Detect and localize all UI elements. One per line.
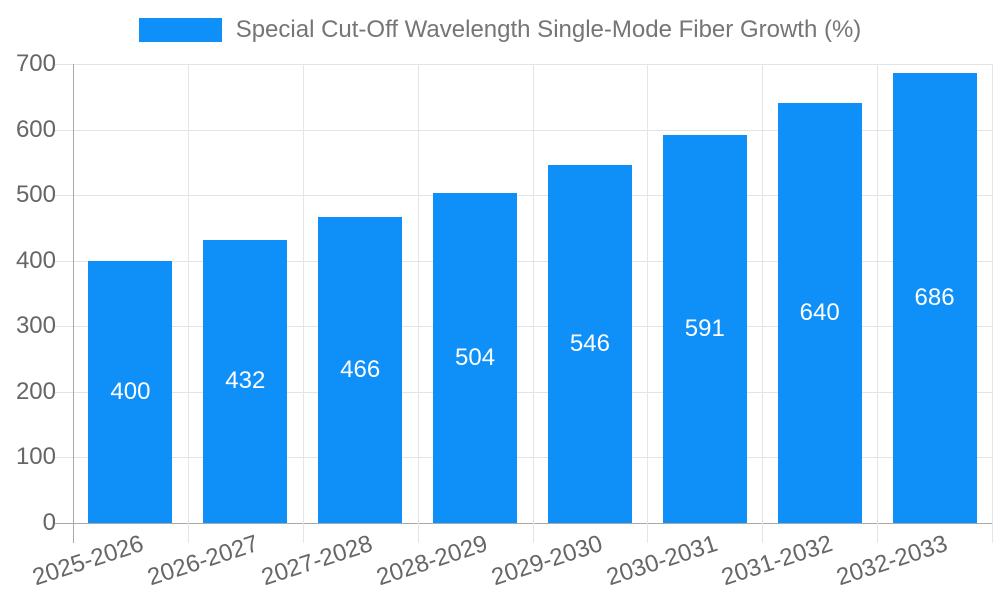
x-axis-tick-label: 2031-2032: [718, 530, 836, 592]
gridline-vertical: [532, 64, 534, 543]
gridline-horizontal: [53, 457, 992, 459]
y-axis-tick-label: 300: [15, 312, 56, 340]
y-axis-tick-label: 500: [15, 181, 56, 209]
gridline-horizontal: [53, 195, 992, 197]
y-axis-line: [73, 64, 74, 543]
bar-2025-2026[interactable]: [88, 260, 173, 523]
bar-2027-2028[interactable]: [318, 217, 403, 523]
bar-value-label: 466: [340, 356, 381, 384]
gridline-horizontal: [53, 129, 992, 131]
y-axis-tick-label: 600: [15, 115, 56, 143]
gridline-horizontal: [53, 326, 992, 328]
bar-2032-2033[interactable]: [892, 73, 977, 523]
legend-swatch: [138, 18, 222, 42]
bar-value-label: 686: [914, 284, 955, 312]
bar-2028-2029[interactable]: [433, 192, 518, 523]
x-axis-tick-label: 2026-2027: [143, 530, 262, 592]
bar-value-label: 640: [799, 299, 840, 327]
chart-legend: Special Cut-Off Wavelength Single-Mode F…: [0, 16, 1000, 44]
bar-value-label: 591: [684, 315, 725, 343]
y-axis-tick-label: 0: [42, 509, 56, 536]
y-axis-tick-label: 100: [15, 443, 56, 471]
bar-2031-2032[interactable]: [777, 103, 862, 523]
bar-value-label: 400: [110, 377, 151, 405]
gridline-vertical: [877, 64, 879, 543]
y-axis-tick-label: 200: [15, 377, 56, 405]
x-axis-tick-label: 2025-2026: [28, 530, 147, 592]
x-axis-tick-label: 2030-2031: [603, 530, 721, 592]
bar-2029-2030[interactable]: [547, 164, 632, 523]
gridline-horizontal: [53, 64, 992, 65]
gridline-vertical: [302, 64, 304, 543]
x-axis-tick-label: 2029-2030: [488, 530, 606, 592]
x-axis-tick-label: 2028-2029: [373, 530, 492, 592]
x-axis-tick-label: 2032-2033: [833, 530, 951, 592]
bar-2026-2027[interactable]: [203, 239, 288, 523]
bar-2030-2031[interactable]: [662, 135, 747, 523]
gridline-horizontal: [53, 391, 992, 393]
gridline-horizontal: [53, 260, 992, 262]
y-axis-tick-label: 700: [15, 50, 56, 77]
gridline-vertical: [187, 64, 189, 543]
gridline-vertical: [762, 64, 764, 543]
bar-value-label: 432: [225, 367, 266, 395]
gridline-vertical: [992, 64, 993, 543]
y-axis-tick-label: 400: [15, 246, 56, 274]
x-axis-line: [53, 523, 992, 524]
legend-label: Special Cut-Off Wavelength Single-Mode F…: [235, 16, 862, 43]
gridline-vertical: [417, 64, 419, 543]
x-axis-tick-label: 2027-2028: [258, 530, 377, 592]
bar-value-label: 504: [455, 343, 496, 371]
bar-value-label: 546: [569, 329, 610, 357]
gridline-vertical: [647, 64, 649, 543]
